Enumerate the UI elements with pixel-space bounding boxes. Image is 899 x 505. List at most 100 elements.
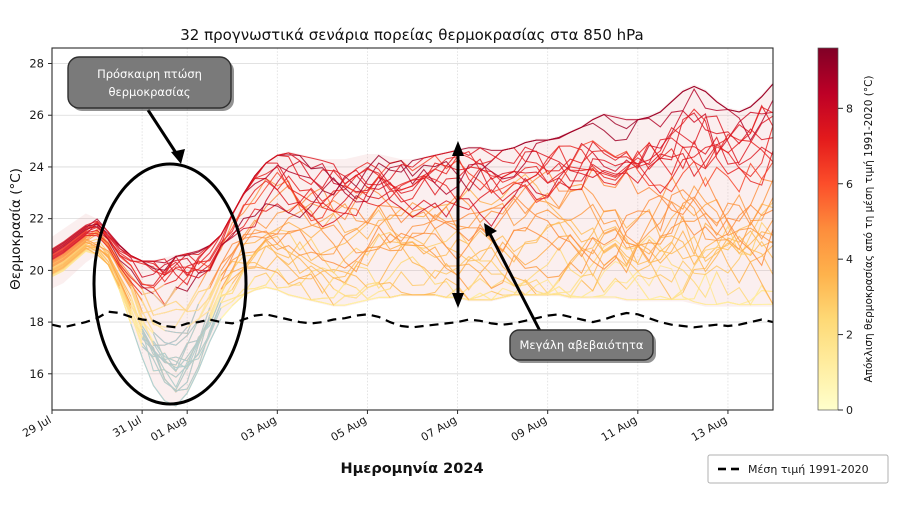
ensemble-member-warm-segment xyxy=(198,287,210,293)
ensemble-member-warm-segment xyxy=(220,301,233,309)
annotation-high-uncertainty-box xyxy=(509,329,654,361)
ensemble-member-warm-segment xyxy=(367,282,379,289)
ensemble-member-warm-segment xyxy=(141,317,154,346)
ensemble-member-warm-segment xyxy=(277,289,289,296)
ensemble-member-warm-segment xyxy=(490,288,503,301)
ensemble-member-cold-segment xyxy=(164,361,177,366)
ensemble-member-warm-segment xyxy=(333,282,346,299)
uncertainty-band xyxy=(52,81,773,408)
ensemble-member-cold-segment xyxy=(152,349,166,363)
ensemble-member-cold-segment xyxy=(152,333,166,361)
colorbar-ticks: 0 2 4 6 8 xyxy=(838,102,853,417)
ensemble-member-cold-segment xyxy=(186,342,199,370)
ensemble-member-cold-segment xyxy=(186,319,199,346)
ensemble-member-warm-segment xyxy=(153,312,165,316)
ensemble-member-warm-segment xyxy=(570,295,582,298)
ensemble-member-warm-segment xyxy=(750,284,763,305)
ensemble-member-cold-segment xyxy=(164,381,177,391)
y-tick-label: 26 xyxy=(29,108,44,122)
ensemble-member-cold-segment xyxy=(152,349,166,371)
ensemble-member-warm-segment xyxy=(164,300,177,307)
ensemble-member-warm-segment xyxy=(513,279,526,296)
ensemble-member-cold-segment xyxy=(164,356,177,361)
ensemble-member-warm-segment xyxy=(367,291,379,300)
ensemble-member-cold-segment xyxy=(164,352,177,371)
ensemble-member-warm-segment xyxy=(254,286,267,291)
ensemble-member-warm-segment xyxy=(704,271,718,298)
ensemble-member-cold-segment xyxy=(164,340,177,346)
cold-dip-highlight-ellipse xyxy=(92,162,248,406)
ensemble-member-warm-segment xyxy=(694,301,706,305)
uncertainty-span-arrow xyxy=(452,141,464,308)
legend[interactable]: Μέση τιμή 1991-2020 xyxy=(707,454,889,484)
ensemble-member-warm-segment xyxy=(569,275,582,293)
annotation-high-uncertainty-label: Μεγάλη αβεβαιότητα xyxy=(520,338,644,352)
ensemble-member-warm-segment xyxy=(626,274,639,290)
ensemble-member-warm-segment xyxy=(322,302,334,306)
ensemble-member-warm-segment xyxy=(254,284,267,290)
ensemble-member-warm-segment xyxy=(626,270,639,284)
y-tick-label: 22 xyxy=(29,212,44,226)
ensemble-member-warm-segment xyxy=(209,270,222,298)
ensemble-member-warm-segment xyxy=(142,310,154,314)
y-tick-label: 20 xyxy=(29,263,44,277)
ensemble-member-cold-segment xyxy=(175,356,188,362)
ensemble-member-cold-segment xyxy=(164,359,177,372)
ensemble-member-warm-segment xyxy=(186,287,199,308)
ensemble-member-cold-segment xyxy=(153,331,166,343)
ensemble-member-warm-segment xyxy=(479,290,492,297)
ensemble-member-warm-segment xyxy=(209,275,222,300)
ensemble-member-warm-segment xyxy=(603,278,616,293)
ensemble-member-warm-segment xyxy=(277,286,289,289)
ensemble-member-cold-segment xyxy=(175,365,188,369)
ensemble-member-warm-segment xyxy=(164,286,177,306)
ensemble-member-warm-segment xyxy=(311,297,323,301)
ensemble-member-warm-segment xyxy=(231,289,244,302)
ensemble-member-warm-segment xyxy=(130,285,143,314)
cold-dip-arrow xyxy=(146,109,185,164)
ensemble-member-cold-segment xyxy=(141,342,154,360)
ensemble-member-warm-segment xyxy=(333,295,346,306)
ensemble-member-warm-segment xyxy=(141,311,154,333)
y-tick-label: 16 xyxy=(29,367,44,381)
ensemble-member-warm-segment xyxy=(344,302,357,306)
ensemble-member-warm-segment xyxy=(547,292,560,296)
ensemble-member-cold-segment xyxy=(186,366,199,390)
ensemble-member-warm-segment xyxy=(130,288,143,318)
ensemble-member-warm-segment xyxy=(153,323,165,328)
colorbar: 0 2 4 6 8 Απόκλιση θερμοκρασίας από τη μέση … xyxy=(817,47,875,417)
ensemble-member-warm-segment xyxy=(153,305,165,312)
ensemble-member-cold-segment xyxy=(164,356,177,362)
annotation-cold-dip-line1: Πρόσκαιρη πτώση xyxy=(97,67,202,81)
ensemble-member-warm-segment xyxy=(186,291,199,311)
ensemble-member-warm-segment xyxy=(344,295,357,299)
ensemble-member-warm-segment xyxy=(558,291,571,294)
ensemble-member-warm-segment xyxy=(716,301,729,305)
ensemble-member-cold-segment xyxy=(164,369,177,388)
ensemble-member-cold-segment xyxy=(197,333,211,355)
annotation-cold-dip-line2: θερμοκρασίας xyxy=(108,85,190,99)
ensemble-member-warm-segment xyxy=(524,284,537,296)
ensemble-member-cold-segment xyxy=(164,342,177,346)
ensemble-member-warm-segment xyxy=(558,286,571,297)
ensemble-member xyxy=(51,83,774,271)
colorbar-tick-label: 4 xyxy=(846,253,853,266)
ensemble-member-cold-segment xyxy=(186,340,199,362)
ensemble-member-warm-segment xyxy=(310,299,323,304)
annotation-cold-dip: Πρόσκαιρη πτώση θερμοκρασίας xyxy=(67,56,234,111)
ensemble-member-cold-segment xyxy=(164,330,177,334)
colorbar-title: Απόκλιση θερμοκρασίας από τη μέση τιμή 1… xyxy=(863,75,875,382)
ensemble-member-warm-segment xyxy=(175,300,188,313)
ensemble-member-warm-segment xyxy=(355,287,368,300)
ensemble-member-cold-segment xyxy=(186,369,199,394)
ensemble-member-warm-segment xyxy=(547,280,560,294)
ensemble-member-warm-segment xyxy=(119,288,132,317)
ensemble-member-cold-segment xyxy=(186,344,199,383)
ensemble-member-warm-segment xyxy=(536,290,548,296)
ensemble-member-warm-segment xyxy=(558,293,571,298)
ensemble-member-warm-segment xyxy=(220,289,233,298)
legend-entry-label: Μέση τιμή 1991-2020 xyxy=(748,463,869,476)
ensemble-member-warm-segment xyxy=(198,284,211,305)
